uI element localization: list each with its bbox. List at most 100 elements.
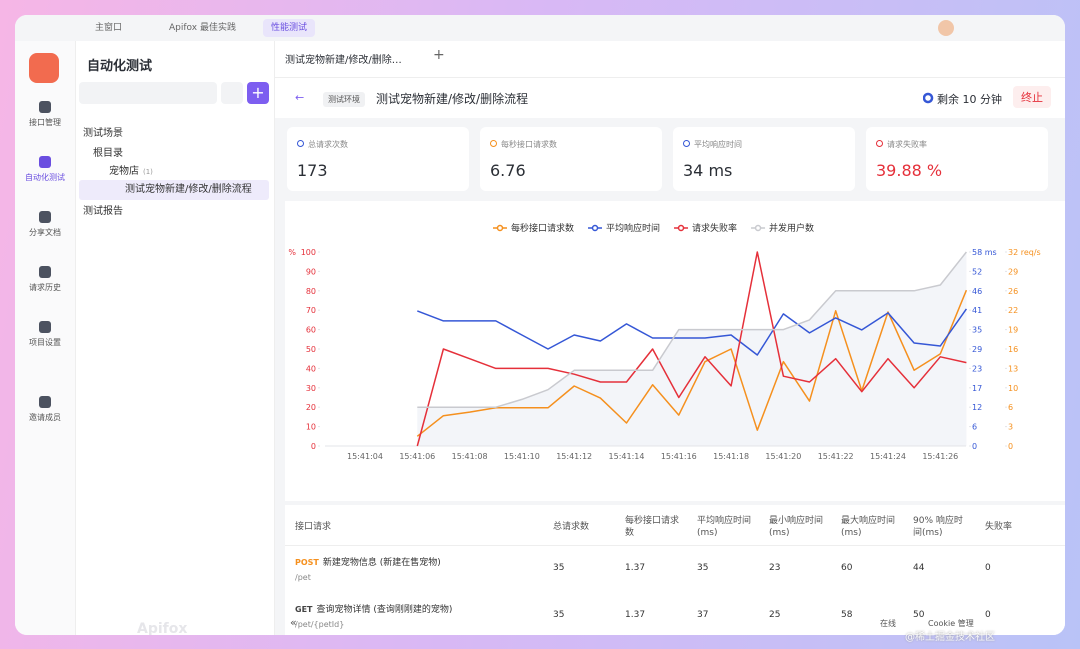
env-tag[interactable]: 测试环境 [323, 92, 365, 107]
table-header: 接口请求 [295, 522, 332, 532]
panel-title: 自动化测试 [87, 59, 153, 74]
nav-label: 接口管理 [29, 118, 61, 127]
stat-dot [297, 140, 304, 147]
stat-card: 平均响应时间 34 ms [673, 127, 855, 191]
header-rule [285, 545, 1065, 546]
http-method: POST [295, 558, 319, 567]
api-title: 查询宠物详情 (查询刚刚建的宠物) [316, 605, 453, 615]
window-tab[interactable]: Apifox 最佳实践 [169, 23, 236, 33]
stat-dot [683, 140, 690, 147]
nav-icon [39, 211, 51, 223]
table-header: 平均响应时间(ms) [697, 516, 752, 538]
api-name: GET 查询宠物详情 (查询刚刚建的宠物) [295, 602, 452, 615]
stat-value: 34 ms [683, 161, 733, 180]
nav-label: 项目设置 [29, 338, 61, 347]
tree-item[interactable]: 根目录 [93, 148, 123, 159]
table-header: 最大响应时间(ms) [841, 516, 896, 538]
http-method: GET [295, 605, 313, 614]
table-cell: 35 [697, 563, 709, 573]
stat-card: 请求失败率 39.88 % [866, 127, 1048, 191]
doc-tabs: 测试宠物新建/修改/删除流程 + [275, 41, 1065, 78]
result-table: 接口请求 总请求数 每秒接口请求数 平均响应时间(ms) 最小响应时间(ms) 最大响应时… [285, 505, 1065, 635]
title-bar: 主窗口 Apifox 最佳实践 性能测试 [15, 15, 1065, 41]
tree-count: (1) [143, 168, 153, 176]
table-cell: 1.37 [625, 610, 646, 620]
nav-item[interactable]: 分享文档 [15, 211, 75, 238]
collapse[interactable]: « [290, 616, 297, 629]
table-cell: 0 [985, 610, 991, 620]
table-header: 失败率 [985, 522, 1013, 532]
table-header: 最小响应时间(ms) [769, 516, 824, 538]
tree-selected [79, 180, 269, 200]
table-cell: 25 [769, 610, 781, 620]
tree-item[interactable]: 测试场景 [83, 128, 123, 139]
tree-panel: 自动化测试 + Apifox 测试场景根目录宠物店 (1) 测试宠物新建/修改/删除… [75, 41, 275, 635]
logo [29, 53, 59, 83]
nav-item[interactable]: 接口管理 [15, 101, 75, 128]
table-cell: 60 [841, 563, 853, 573]
table-cell: 37 [697, 610, 709, 620]
cookie-manager[interactable]: Cookie 管理 [928, 619, 974, 628]
stat-label-text: 总请求次数 [308, 140, 348, 149]
stat-value: 6.76 [490, 161, 526, 180]
nav-label: 自动化测试 [25, 173, 65, 182]
stat-label-text: 请求失败率 [887, 140, 927, 149]
table-cell: 0 [985, 563, 991, 573]
tree-item[interactable]: 测试报告 [83, 206, 123, 217]
credit: @稀土掘金技术社区 [905, 632, 995, 643]
doc-tab[interactable]: 测试宠物新建/修改/删除流程 [285, 55, 405, 66]
remaining: 剩余 10 分钟 [923, 91, 1002, 107]
nav-label: 邀请成员 [29, 413, 61, 422]
add-button[interactable]: + [247, 82, 269, 104]
stat-card: 每秒接口请求数 6.76 [480, 127, 662, 191]
stat-value: 39.88 % [876, 161, 943, 180]
nav-icon [39, 321, 51, 333]
stat-label: 总请求次数 [297, 139, 348, 150]
app-window: 主窗口 Apifox 最佳实践 性能测试 接口管理 自动化测试 分享文档 请求历史 项目… [15, 15, 1065, 635]
header: ← 测试环境 测试宠物新建/修改/删除流程 剩余 10 分钟 终止 [275, 78, 1065, 118]
table-cell: 35 [553, 610, 565, 620]
nav-icon [39, 396, 51, 408]
nav-item[interactable]: 请求历史 [15, 266, 75, 293]
status-online[interactable]: 在线 [880, 619, 896, 628]
api-path: /pet [295, 573, 311, 582]
nav-item[interactable]: 自动化测试 [15, 156, 75, 183]
table-header: 总请求数 [553, 522, 590, 532]
nav-icon [39, 266, 51, 278]
tree-item[interactable]: 测试宠物新建/修改/删除流程 [125, 184, 252, 195]
stat-label: 请求失败率 [876, 139, 927, 150]
stat-label-text: 平均响应时间 [694, 140, 742, 149]
api-path: /pet/{petId} [295, 620, 345, 629]
stat-value: 173 [297, 161, 328, 180]
nav-icon [39, 156, 51, 168]
nav-item[interactable]: 邀请成员 [15, 396, 75, 423]
table-cell: 1.37 [625, 563, 646, 573]
nav-label: 分享文档 [29, 228, 61, 237]
nav-item[interactable]: 项目设置 [15, 321, 75, 348]
window-tab[interactable]: 主窗口 [95, 23, 123, 33]
sidebar: 接口管理自动化测试分享文档请求历史项目设置邀请成员 [15, 41, 76, 635]
table-cell: 23 [769, 563, 781, 573]
stat-label: 平均响应时间 [683, 139, 742, 150]
stop-button[interactable]: 终止 [1013, 86, 1051, 108]
main-area: 测试宠物新建/修改/删除流程 + ← 测试环境 测试宠物新建/修改/删除流程 剩… [275, 41, 1065, 635]
new-tab[interactable]: + [433, 47, 445, 63]
filter-button[interactable] [221, 82, 243, 104]
stat-label-text: 每秒接口请求数 [501, 140, 557, 149]
watermark: Apifox [137, 621, 188, 635]
api-title: 新建宠物信息 (新建在售宠物) [322, 558, 441, 568]
search-box[interactable] [79, 82, 217, 104]
table-header: 90% 响应时间(ms) [913, 516, 963, 538]
chart-card [285, 201, 1065, 501]
window-tab[interactable]: 性能测试 [263, 19, 316, 37]
stat-dot [490, 140, 497, 147]
avatar[interactable] [938, 20, 954, 36]
table-cell: 35 [553, 563, 565, 573]
stat-label: 每秒接口请求数 [490, 139, 557, 150]
table-cell: 50 [913, 610, 925, 620]
nav-label: 请求历史 [29, 283, 61, 292]
back[interactable]: ← [295, 91, 305, 104]
nav-icon [39, 101, 51, 113]
table-header: 每秒接口请求数 [625, 516, 680, 538]
tree-item[interactable]: 宠物店 (1) [109, 166, 153, 177]
